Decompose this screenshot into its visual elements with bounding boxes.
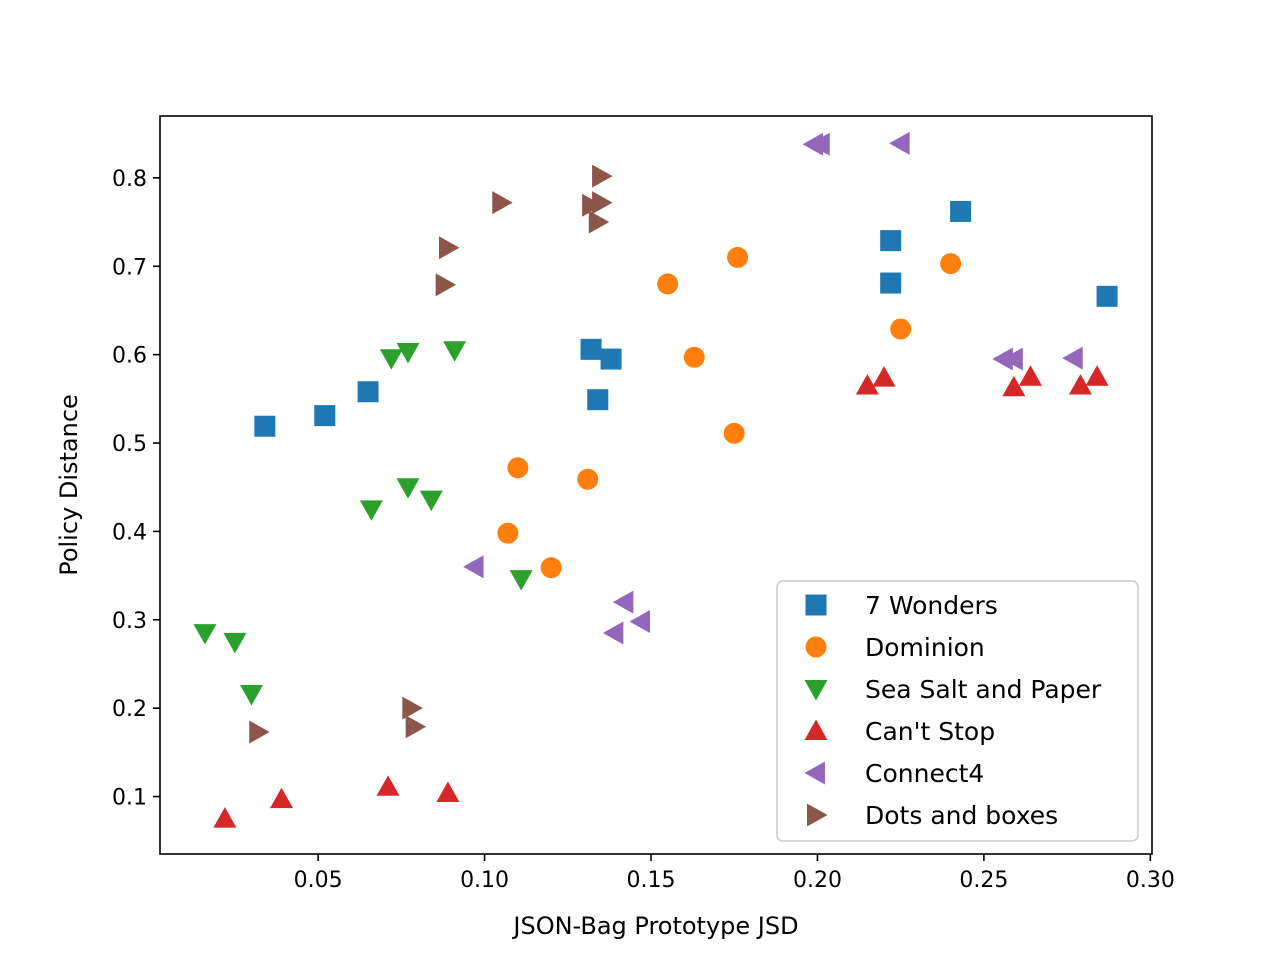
y-tick-label: 0.8 bbox=[112, 167, 147, 192]
data-point bbox=[507, 457, 529, 479]
data-point bbox=[405, 715, 427, 739]
data-markers bbox=[193, 131, 1118, 828]
x-tick-label: 0.20 bbox=[793, 868, 842, 893]
data-point bbox=[193, 624, 217, 645]
data-point bbox=[1002, 347, 1023, 371]
data-point bbox=[872, 366, 896, 387]
data-point bbox=[443, 341, 467, 362]
data-point bbox=[890, 318, 912, 340]
data-point bbox=[880, 272, 902, 294]
data-point bbox=[540, 557, 562, 579]
data-point bbox=[657, 273, 679, 295]
data-point bbox=[492, 191, 513, 215]
legend-marker bbox=[804, 719, 828, 740]
legend-label: Sea Salt and Paper bbox=[865, 675, 1102, 704]
y-tick-label: 0.3 bbox=[112, 609, 147, 634]
x-tick-label: 0.05 bbox=[294, 868, 343, 893]
data-point bbox=[592, 164, 613, 188]
data-point bbox=[629, 610, 650, 634]
legend-label: Dominion bbox=[865, 633, 985, 662]
data-point bbox=[249, 720, 270, 744]
data-point bbox=[600, 348, 622, 370]
data-point bbox=[889, 131, 910, 155]
data-point bbox=[612, 590, 634, 614]
y-tick-label: 0.4 bbox=[112, 520, 147, 545]
y-axis-ticks: 0.1 0.2 0.3 0.4 0.5 0.6 0.7 0.8 bbox=[112, 167, 160, 811]
data-point bbox=[497, 522, 519, 544]
data-point bbox=[254, 415, 276, 437]
data-point bbox=[1062, 346, 1083, 370]
data-point bbox=[587, 389, 609, 411]
legend-marker bbox=[805, 594, 827, 616]
data-point bbox=[463, 555, 484, 579]
data-point bbox=[396, 343, 420, 364]
data-point bbox=[588, 210, 610, 234]
data-point bbox=[509, 570, 533, 591]
data-point bbox=[438, 236, 460, 260]
y-tick-label: 0.5 bbox=[112, 432, 147, 457]
data-point bbox=[240, 685, 264, 706]
data-point bbox=[577, 468, 599, 490]
x-tick-label: 0.15 bbox=[627, 868, 676, 893]
legend-label: Dots and boxes bbox=[865, 801, 1058, 830]
data-point bbox=[376, 775, 400, 796]
y-tick-label: 0.1 bbox=[112, 786, 147, 811]
y-tick-label: 0.6 bbox=[112, 344, 147, 369]
legend-marker bbox=[807, 803, 828, 827]
data-point bbox=[1018, 365, 1042, 386]
x-axis-label: JSON-Bag Prototype JSD bbox=[511, 912, 798, 940]
data-point bbox=[1096, 285, 1118, 307]
y-tick-label: 0.7 bbox=[112, 255, 147, 280]
data-point bbox=[436, 781, 460, 802]
data-point bbox=[809, 132, 830, 156]
data-point bbox=[379, 349, 403, 370]
data-point bbox=[402, 696, 423, 720]
data-point bbox=[213, 807, 237, 828]
x-tick-label: 0.25 bbox=[959, 868, 1008, 893]
y-tick-label: 0.2 bbox=[112, 697, 147, 722]
data-point bbox=[396, 478, 420, 499]
data-point bbox=[683, 346, 705, 368]
legend: 7 Wonders Dominion Sea Salt and Paper Can't… bbox=[776, 580, 1139, 842]
data-point bbox=[580, 338, 602, 360]
data-point bbox=[727, 246, 749, 268]
legend-label: Can't Stop bbox=[865, 717, 995, 746]
legend-marker bbox=[804, 680, 828, 701]
data-point bbox=[359, 500, 383, 521]
data-point bbox=[1085, 365, 1109, 386]
data-point bbox=[950, 200, 972, 222]
data-point bbox=[419, 490, 443, 512]
data-point bbox=[1068, 374, 1092, 395]
data-point bbox=[223, 632, 247, 654]
data-point bbox=[270, 787, 294, 809]
data-point bbox=[1002, 375, 1026, 397]
data-point bbox=[357, 381, 379, 403]
data-point bbox=[602, 621, 624, 645]
legend-box bbox=[776, 580, 1139, 842]
data-point bbox=[940, 253, 962, 275]
data-point bbox=[855, 374, 879, 395]
legend-label: Connect4 bbox=[865, 759, 984, 788]
data-point bbox=[880, 230, 902, 252]
data-point bbox=[435, 273, 457, 297]
y-axis-label: Policy Distance bbox=[55, 394, 83, 576]
legend-marker bbox=[805, 636, 827, 658]
x-tick-label: 0.30 bbox=[1126, 868, 1175, 893]
plot-frame bbox=[159, 115, 1153, 855]
data-point bbox=[314, 405, 336, 427]
data-point bbox=[723, 422, 745, 444]
x-axis-ticks: 0.05 0.10 0.15 0.20 0.25 0.30 bbox=[294, 854, 1175, 893]
data-point bbox=[592, 191, 613, 215]
legend-label: 7 Wonders bbox=[865, 591, 998, 620]
x-tick-label: 0.10 bbox=[460, 868, 509, 893]
legend-marker bbox=[804, 761, 825, 785]
